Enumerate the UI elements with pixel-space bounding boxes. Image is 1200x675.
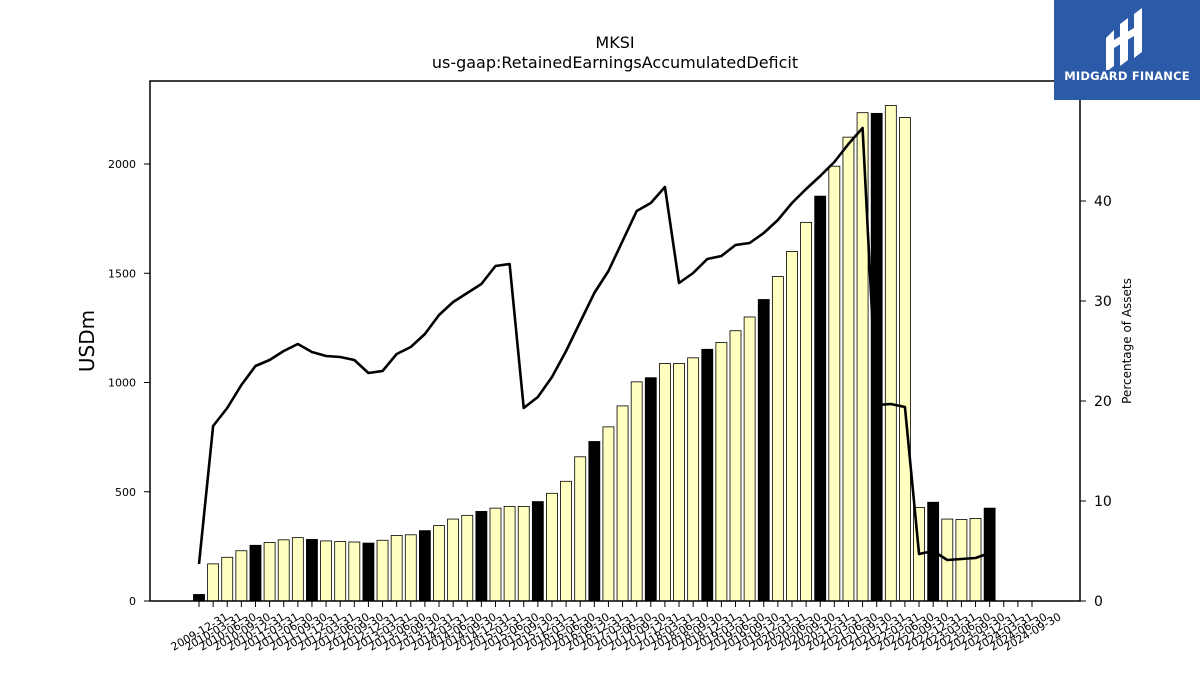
bar	[362, 542, 375, 602]
bar	[320, 540, 332, 602]
bar	[899, 117, 911, 602]
y-tick-label: 2000	[108, 158, 136, 171]
bar	[729, 330, 742, 602]
bar	[531, 501, 544, 602]
bar	[263, 542, 276, 602]
bar	[291, 537, 304, 602]
bar	[828, 165, 841, 602]
bar	[588, 441, 601, 602]
y2-tick-label: 30	[1094, 294, 1112, 310]
bar	[277, 539, 290, 602]
bar	[193, 594, 205, 602]
bar	[376, 539, 389, 602]
y-axis-left: 0 500 1000 1500 2000	[108, 158, 150, 608]
y-axis-label: USDm	[75, 310, 99, 372]
bar	[969, 518, 982, 602]
y-axis-right: 0 10 20 30 40	[1080, 194, 1112, 610]
bar	[701, 348, 714, 602]
bar	[673, 363, 685, 602]
bar	[306, 538, 318, 602]
line-group	[197, 126, 991, 565]
bar-group	[193, 105, 996, 602]
x-axis: 2009-12-312010-03-312010-06-302010-09-30…	[169, 601, 1064, 654]
y2-tick-label: 10	[1094, 494, 1112, 510]
bar	[433, 525, 445, 602]
bar	[574, 456, 587, 602]
bar	[461, 514, 474, 602]
bar	[404, 534, 417, 602]
bar	[235, 550, 248, 602]
bar	[546, 492, 558, 602]
bar	[602, 426, 615, 602]
bar	[800, 221, 813, 602]
bar	[447, 518, 460, 602]
bar	[560, 480, 572, 602]
bar	[842, 136, 855, 602]
y2-tick-label: 20	[1094, 394, 1112, 410]
midgard-logo-icon	[1106, 8, 1142, 70]
bar	[221, 556, 234, 602]
bar	[348, 541, 361, 602]
bar	[743, 316, 756, 602]
bar	[616, 405, 629, 602]
y2-axis-label: Percentage of Assets	[1120, 278, 1134, 404]
bar	[503, 505, 516, 602]
chart-subtitle: us-gaap:RetainedEarningsAccumulatedDefic…	[432, 53, 798, 72]
brand-logo: MIDGARD FINANCE	[1054, 0, 1200, 100]
bar	[786, 251, 798, 602]
bar	[489, 507, 502, 602]
bar	[249, 544, 262, 602]
bar	[771, 276, 784, 602]
chart-title: MKSI	[595, 33, 634, 52]
bar	[757, 299, 770, 602]
y2-tick-label: 40	[1094, 194, 1112, 210]
y-tick-label: 500	[115, 486, 136, 499]
bar	[644, 377, 657, 602]
brand-name: MIDGARD FINANCE	[1064, 69, 1190, 83]
bar	[715, 342, 728, 602]
bar	[475, 511, 488, 602]
bar	[390, 535, 403, 602]
series-line	[197, 126, 991, 565]
bar	[687, 357, 700, 602]
bar	[517, 505, 530, 602]
bar	[207, 563, 220, 602]
bar	[659, 363, 671, 602]
bar	[334, 541, 347, 602]
bar	[870, 112, 883, 602]
bar	[630, 381, 643, 602]
y-tick-label: 1000	[108, 377, 136, 390]
bar	[814, 195, 827, 602]
bar	[884, 105, 897, 602]
y2-tick-label: 0	[1094, 594, 1103, 610]
bar	[418, 530, 431, 602]
plot-frame	[149, 80, 1081, 602]
y-tick-label: 1500	[108, 267, 136, 280]
y-tick-label: 0	[129, 595, 136, 608]
